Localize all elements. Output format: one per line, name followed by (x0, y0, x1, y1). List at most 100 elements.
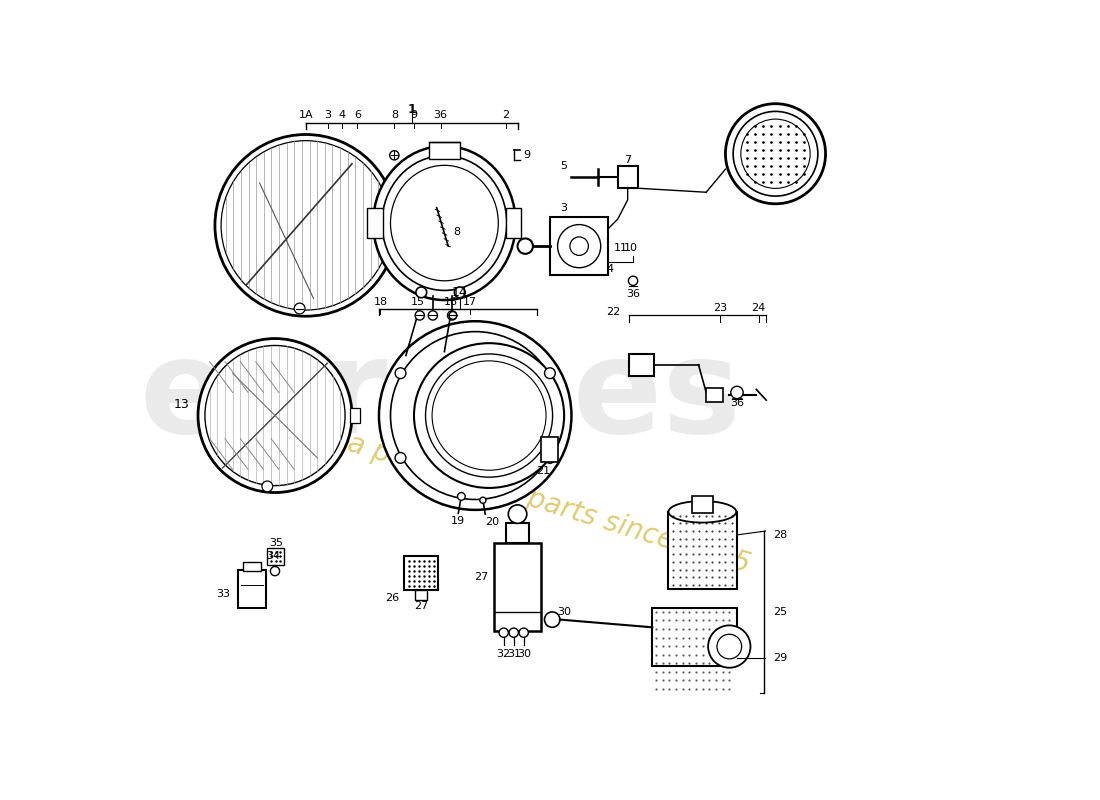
Bar (429, 142, 460, 159)
Circle shape (454, 287, 465, 298)
Circle shape (730, 386, 744, 398)
Text: 11: 11 (614, 242, 628, 253)
Circle shape (214, 134, 397, 316)
Circle shape (509, 628, 518, 638)
Bar (668, 512, 737, 589)
Text: 4: 4 (606, 264, 614, 274)
Ellipse shape (717, 634, 741, 659)
Text: 3: 3 (560, 202, 568, 213)
Circle shape (480, 497, 486, 503)
Text: 8: 8 (453, 227, 461, 238)
Bar (706, 388, 723, 402)
Bar (618, 166, 638, 188)
Text: 1A: 1A (298, 110, 314, 120)
Bar (652, 608, 737, 666)
Bar (629, 354, 653, 375)
Ellipse shape (378, 322, 572, 510)
Text: europes: europes (140, 333, 741, 460)
Circle shape (381, 222, 388, 230)
Text: 35: 35 (270, 538, 284, 547)
Text: 23: 23 (713, 302, 727, 313)
Bar (550, 217, 608, 275)
Text: 25: 25 (773, 607, 788, 617)
Circle shape (508, 505, 527, 523)
Bar (415, 590, 428, 599)
Circle shape (449, 312, 456, 319)
Bar (238, 570, 266, 608)
Bar (350, 408, 361, 423)
Bar (393, 216, 404, 234)
Bar (692, 496, 713, 514)
Text: 20: 20 (485, 517, 499, 527)
Circle shape (262, 481, 273, 492)
Bar (506, 523, 529, 543)
Ellipse shape (426, 354, 552, 477)
Circle shape (499, 628, 508, 638)
Circle shape (733, 111, 818, 196)
Circle shape (740, 119, 810, 188)
Text: 3: 3 (324, 110, 331, 120)
Circle shape (570, 237, 589, 255)
Circle shape (726, 104, 825, 204)
Bar (495, 542, 541, 631)
Text: 13: 13 (173, 398, 189, 410)
Ellipse shape (373, 146, 516, 300)
Ellipse shape (390, 332, 560, 499)
Text: 26: 26 (386, 593, 399, 603)
Bar (267, 548, 284, 565)
Text: 32: 32 (496, 650, 510, 659)
Circle shape (558, 225, 601, 268)
Circle shape (271, 566, 279, 576)
Circle shape (389, 150, 399, 160)
Circle shape (519, 628, 528, 638)
Text: 33: 33 (217, 589, 230, 599)
Text: 31: 31 (507, 650, 520, 659)
Text: 36: 36 (730, 398, 744, 408)
Text: a passion for parts since 1985: a passion for parts since 1985 (343, 430, 754, 579)
Text: 16: 16 (443, 297, 458, 306)
Circle shape (428, 311, 438, 320)
Text: 7: 7 (624, 155, 631, 165)
Text: 4: 4 (339, 110, 345, 120)
Text: 27: 27 (415, 601, 428, 610)
Circle shape (628, 276, 638, 286)
Bar (541, 437, 559, 462)
Circle shape (295, 303, 305, 314)
Text: 24: 24 (751, 302, 766, 313)
Text: 9: 9 (522, 150, 530, 159)
Text: 34: 34 (266, 550, 280, 561)
Ellipse shape (669, 501, 736, 522)
Ellipse shape (382, 156, 507, 290)
Text: 6: 6 (354, 110, 361, 120)
Ellipse shape (432, 361, 546, 470)
Text: 36: 36 (433, 110, 448, 120)
Text: 30: 30 (517, 650, 530, 659)
Text: 19: 19 (450, 516, 464, 526)
Text: 2: 2 (503, 110, 509, 120)
Ellipse shape (414, 343, 564, 488)
Text: 17: 17 (463, 297, 477, 306)
Circle shape (395, 453, 406, 463)
Text: 22: 22 (606, 306, 620, 317)
Circle shape (517, 238, 534, 254)
Text: 27: 27 (474, 572, 488, 582)
Text: 30: 30 (557, 607, 571, 617)
Text: 10: 10 (624, 242, 638, 253)
Bar (367, 208, 383, 238)
Circle shape (458, 493, 465, 500)
Text: 18: 18 (373, 297, 387, 306)
Text: 5: 5 (560, 161, 568, 171)
Text: 1: 1 (407, 102, 416, 115)
Text: 9: 9 (410, 110, 417, 120)
Bar (405, 557, 438, 590)
Circle shape (544, 612, 560, 627)
Circle shape (416, 287, 427, 298)
Text: 15: 15 (410, 297, 425, 306)
Text: 28: 28 (773, 530, 788, 540)
Text: 21: 21 (536, 466, 550, 476)
Text: 8: 8 (390, 110, 398, 120)
Circle shape (198, 338, 352, 493)
Circle shape (415, 311, 425, 320)
Bar (506, 208, 521, 238)
Ellipse shape (708, 626, 750, 668)
